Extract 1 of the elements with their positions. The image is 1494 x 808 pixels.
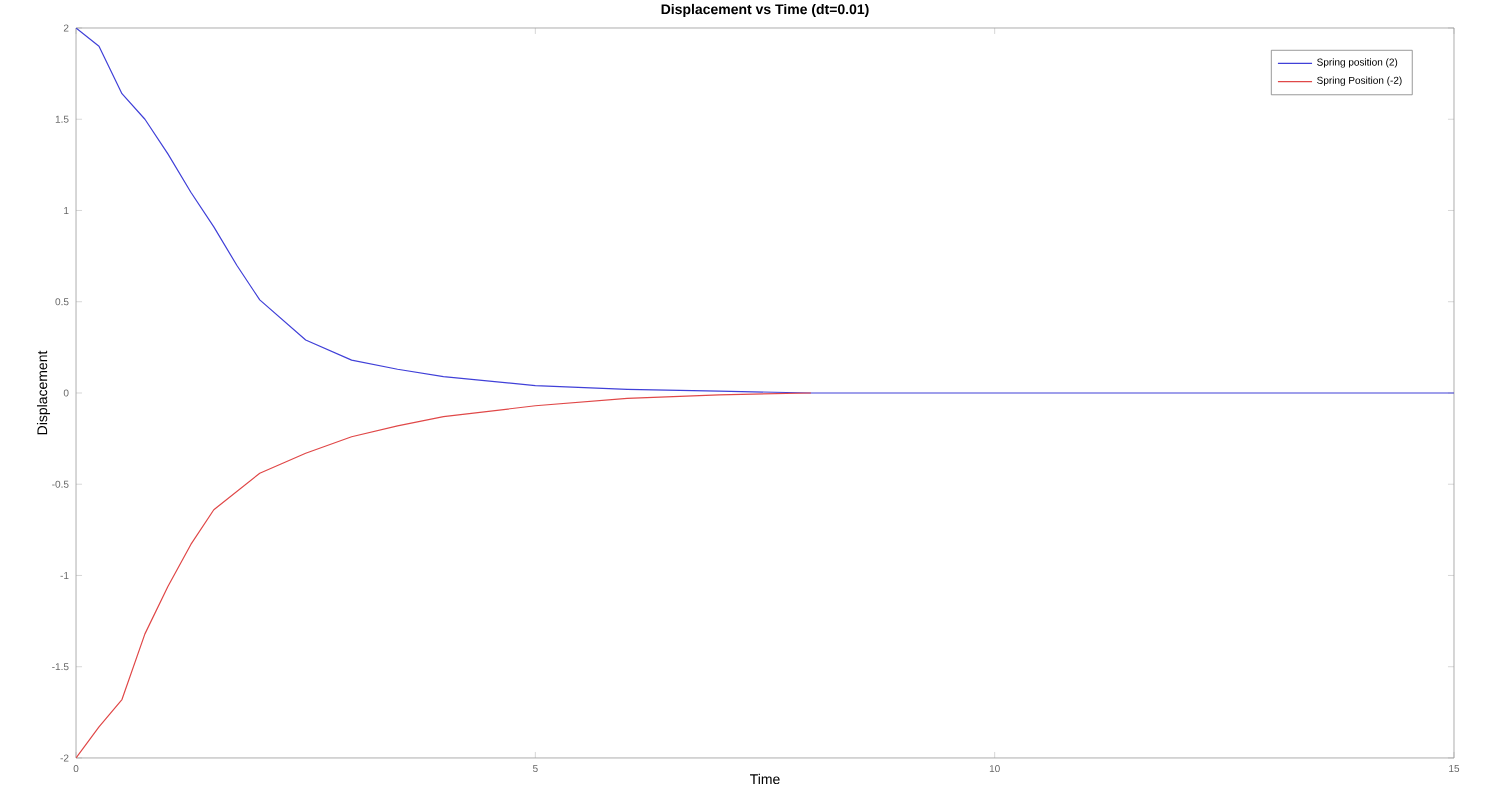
line-series bbox=[76, 392, 812, 758]
